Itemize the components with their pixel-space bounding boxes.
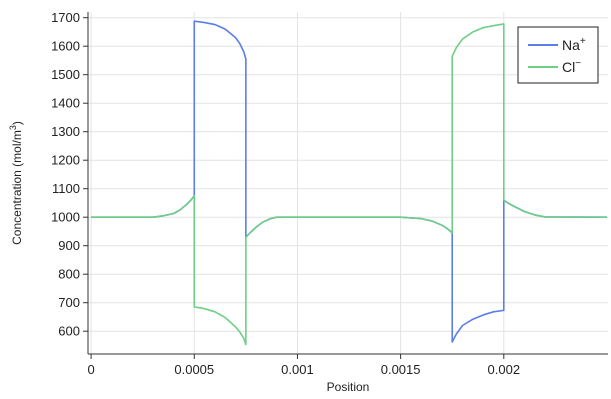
y-tick-label-0: 600 (58, 324, 80, 339)
x-axis-title: Position (327, 380, 370, 394)
y-tick-label-8: 1400 (51, 96, 80, 111)
x-tick-label-1: 0.0005 (174, 362, 214, 377)
y-tick-label-1: 700 (58, 295, 80, 310)
series-line-cl (91, 23, 607, 346)
x-tick-label-3: 0.0015 (381, 362, 421, 377)
y-tick-label-9: 1500 (51, 67, 80, 82)
legend-box (517, 26, 599, 84)
legend-label-na-text: Na (562, 37, 580, 53)
y-tick-label-6: 1200 (51, 153, 80, 168)
y-tick-label-10: 1600 (51, 39, 80, 54)
legend-label-cl-text: Cl (562, 59, 575, 75)
y-tick-label-2: 800 (58, 267, 80, 282)
y-tick-label-5: 1100 (52, 181, 80, 196)
legend-label-cl-superscript: − (575, 58, 581, 69)
y-axis-title-close: ) (10, 121, 24, 125)
x-ticks: 0 0.0005 0.001 0.0015 0.002 (87, 354, 520, 377)
x-tick-label-4: 0.002 (488, 362, 521, 377)
y-tick-label-7: 1300 (51, 124, 80, 139)
y-ticks: 600 700 800 900 1000 1100 1200 1300 1400 1500 1600… (51, 10, 88, 339)
y-axis-title-main: Concentration (mol/m (10, 130, 24, 245)
axes (87, 12, 608, 355)
y-tick-label-11: 1700 (51, 10, 80, 25)
legend-label-na-superscript: + (580, 36, 586, 47)
legend-label-cl: Cl− (562, 58, 581, 75)
x-tick-label-2: 0.001 (281, 362, 314, 377)
series-layer (91, 20, 607, 346)
y-axis-title: Concentration (mol/m3) (8, 121, 24, 245)
x-tick-label-0: 0 (87, 362, 94, 377)
y-axis-title-superscript: 3 (8, 125, 18, 130)
legend: Na+ Cl− (517, 26, 599, 84)
legend-label-na: Na+ (562, 36, 586, 53)
y-tick-label-3: 900 (58, 238, 80, 253)
y-tick-label-4: 1000 (51, 210, 80, 225)
